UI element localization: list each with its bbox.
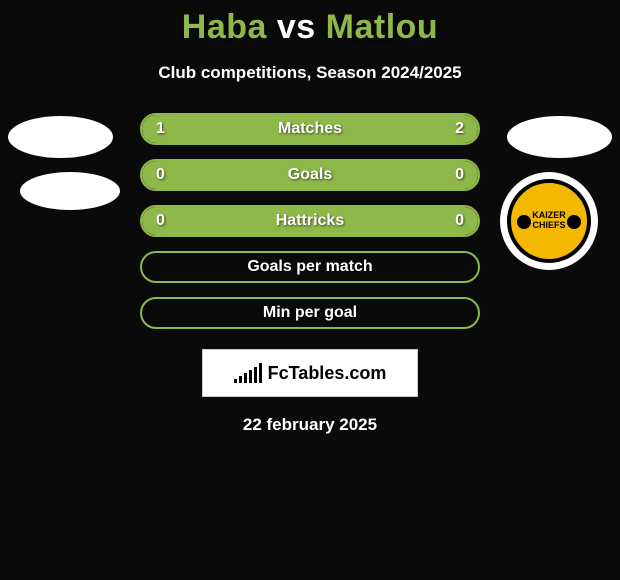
club-badge-text: KAIZERCHIEFS [532, 211, 566, 231]
stat-row: 0 0 Goals [140, 159, 480, 191]
player1-club-placeholder [20, 172, 120, 210]
stat-row: 1 2 Matches [140, 113, 480, 145]
brand-bars-icon [234, 363, 262, 383]
stat-label: Matches [278, 120, 342, 138]
vs-text: vs [277, 8, 316, 46]
stat-label: Goals [288, 166, 332, 184]
stat-label: Hattricks [276, 212, 344, 230]
stat-value-right: 2 [455, 120, 464, 138]
stat-row: 0 0 Hattricks [140, 205, 480, 237]
stat-value-right: 0 [455, 212, 464, 230]
date-text: 22 february 2025 [0, 415, 620, 435]
stat-label: Goals per match [247, 258, 372, 276]
stat-row: Min per goal [140, 297, 480, 329]
stat-value-left: 0 [156, 166, 165, 184]
stat-row: Goals per match [140, 251, 480, 283]
ball-icon [517, 215, 531, 229]
stat-label: Min per goal [263, 304, 357, 322]
player2-avatar [507, 116, 612, 158]
player1-avatar [8, 116, 113, 158]
player2-club-badge: KAIZERCHIEFS [500, 172, 598, 270]
subtitle: Club competitions, Season 2024/2025 [0, 63, 620, 83]
stat-value-left: 0 [156, 212, 165, 230]
stat-value-right: 0 [455, 166, 464, 184]
brand-text: FcTables.com [268, 363, 387, 384]
page-title: Haba vs Matlou [0, 8, 620, 47]
player1-name: Haba [182, 8, 267, 46]
stat-value-left: 1 [156, 120, 165, 138]
brand-box: FcTables.com [202, 349, 418, 397]
ball-icon [567, 215, 581, 229]
player2-name: Matlou [326, 8, 439, 46]
